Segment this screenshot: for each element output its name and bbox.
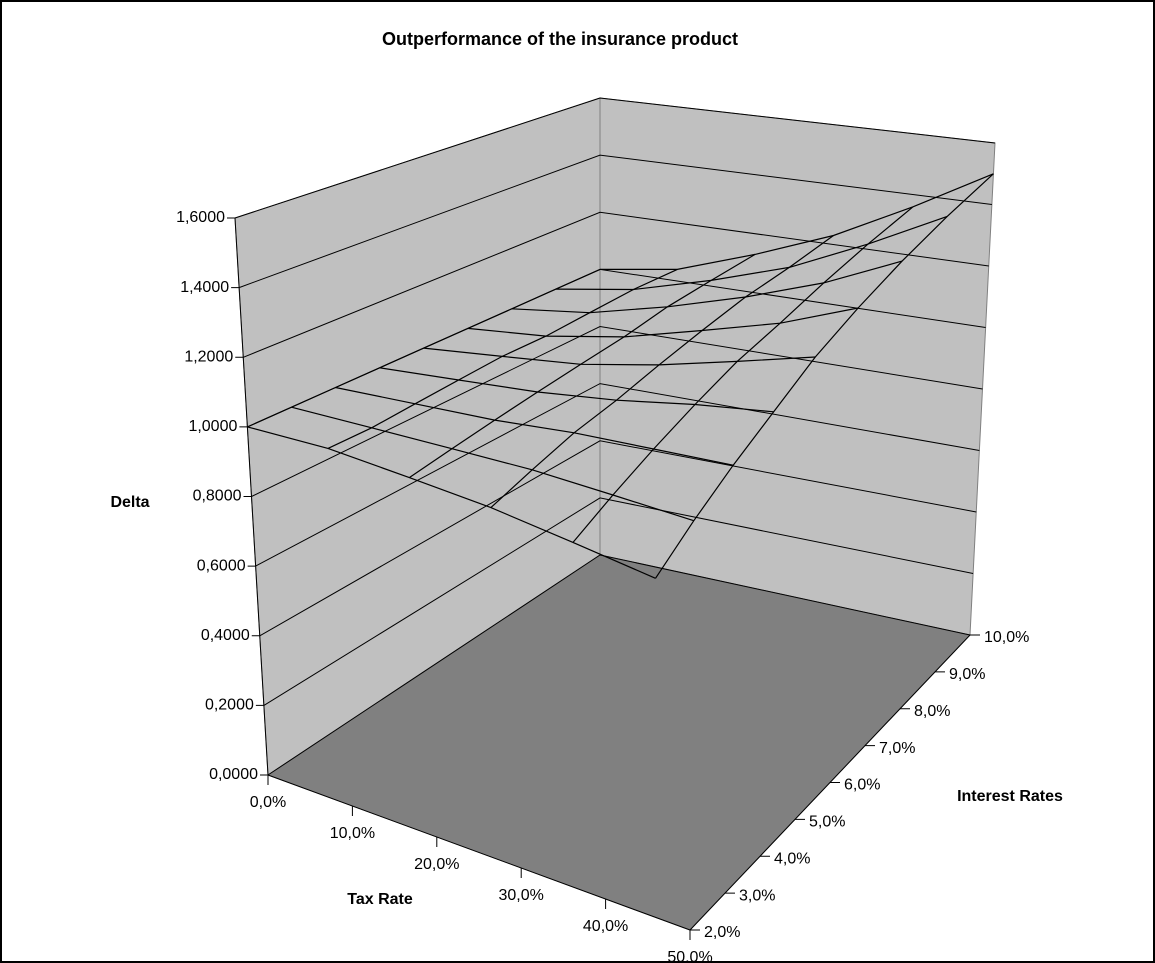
grid-line: [267, 554, 971, 776]
surface-line: [423, 347, 816, 366]
x-tick-label: 20,0%: [414, 856, 459, 873]
z-axis: [234, 217, 269, 776]
grid-line: [251, 325, 983, 497]
surface-line: [379, 367, 774, 413]
z-tick-label: 1,2000: [184, 348, 233, 365]
grid-line: [263, 497, 974, 706]
surface-line: [600, 173, 994, 270]
chart-title: Outperformance of the insurance product: [382, 29, 738, 49]
grid-line: [255, 383, 980, 567]
y-tick-label: 2,0%: [704, 924, 740, 941]
z-tick-label: 0,2000: [205, 697, 254, 714]
surface-line: [247, 426, 656, 579]
z-tick-label: 0,4000: [201, 627, 250, 644]
x-axis: [267, 774, 691, 931]
z-tick-label: 0,0000: [209, 766, 258, 783]
surface-line: [511, 260, 903, 314]
y-tick-label: 5,0%: [809, 814, 845, 831]
z-axis-label: Delta: [110, 494, 149, 511]
y-tick-label: 8,0%: [914, 703, 950, 720]
y-axis-label: Interest Rates: [957, 788, 1063, 805]
x-tick-label: 10,0%: [330, 825, 375, 842]
surface-line: [467, 307, 859, 338]
y-tick-label: 6,0%: [844, 777, 880, 794]
grid-line: [259, 440, 977, 637]
z-tick-label: 0,6000: [197, 557, 246, 574]
x-tick-label: 50,0%: [667, 949, 712, 963]
x-tick-label: 40,0%: [583, 918, 628, 935]
grid-line: [243, 211, 989, 358]
z-tick-label: 1,6000: [176, 209, 225, 226]
y-tick-label: 3,0%: [739, 887, 775, 904]
y-tick-label: 7,0%: [879, 740, 915, 757]
surface-line: [335, 386, 734, 466]
x-tick-label: 0,0%: [250, 794, 286, 811]
x-axis-label: Tax Rate: [347, 891, 413, 908]
z-tick-label: 1,4000: [180, 279, 229, 296]
surface-line: [291, 406, 694, 522]
z-tick-label: 0,8000: [193, 488, 242, 505]
surface-line: [555, 215, 948, 291]
grid-line: [238, 154, 992, 289]
y-tick-label: 9,0%: [949, 666, 985, 683]
grid-line: [234, 97, 996, 219]
x-tick-label: 30,0%: [499, 887, 544, 904]
z-tick-label: 1,0000: [188, 418, 237, 435]
back-wall: [599, 97, 996, 636]
y-tick-label: 10,0%: [984, 629, 1029, 646]
y-tick-label: 4,0%: [774, 850, 810, 867]
